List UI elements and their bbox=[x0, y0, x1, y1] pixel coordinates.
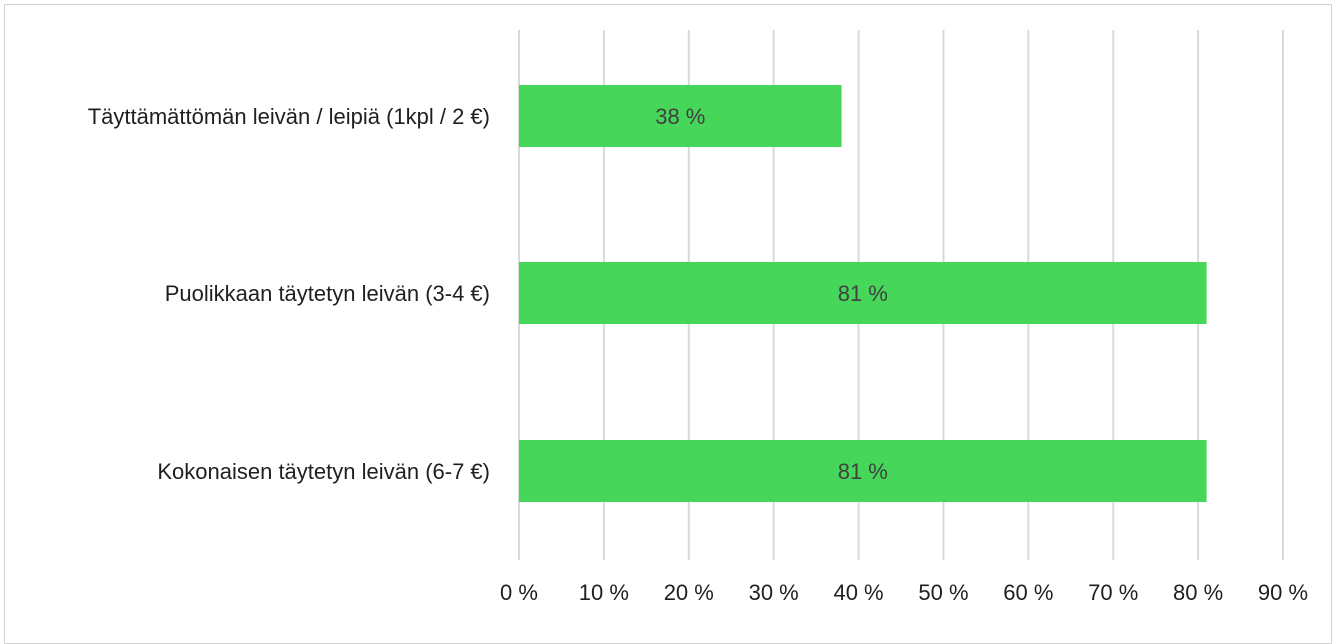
x-tick-label: 90 % bbox=[1258, 580, 1308, 605]
bar bbox=[519, 262, 1207, 324]
x-tick-label: 40 % bbox=[833, 580, 883, 605]
x-tick-label: 70 % bbox=[1088, 580, 1138, 605]
category-label: Täyttämättömän leivän / leipiä (1kpl / 2… bbox=[88, 104, 490, 129]
bar bbox=[519, 440, 1207, 502]
data-label: 81 % bbox=[838, 281, 888, 306]
x-tick-label: 0 % bbox=[500, 580, 538, 605]
x-tick-label: 50 % bbox=[918, 580, 968, 605]
category-label: Kokonaisen täytetyn leivän (6-7 €) bbox=[157, 459, 490, 484]
x-tick-label: 60 % bbox=[1003, 580, 1053, 605]
bar-chart: 0 % 10 % 20 % 30 % 40 % 50 % 60 % 70 % 80 % 90 % 3… bbox=[88, 30, 1308, 605]
data-label: 81 % bbox=[838, 459, 888, 484]
bar bbox=[519, 85, 842, 147]
x-tick-label: 10 % bbox=[579, 580, 629, 605]
x-tick-label: 80 % bbox=[1173, 580, 1223, 605]
x-tick-label: 30 % bbox=[749, 580, 799, 605]
category-label: Puolikkaan täytetyn leivän (3-4 €) bbox=[165, 281, 490, 306]
x-tick-label: 20 % bbox=[664, 580, 714, 605]
data-label: 38 % bbox=[655, 104, 705, 129]
